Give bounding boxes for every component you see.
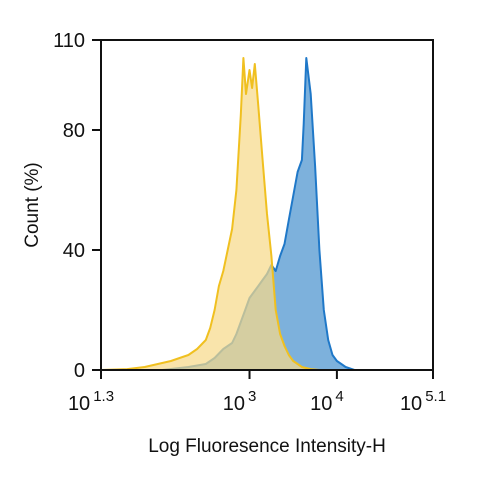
y-tick-label: 40 <box>63 240 85 262</box>
x-tick-label: 10 4 <box>310 388 344 415</box>
series-1-area <box>162 58 355 370</box>
series-0-line <box>100 57 320 371</box>
x-axis-ticks: 10 1.3 10 3 10 4 10 5.1 <box>68 370 446 415</box>
x-axis-title: Log Fluoresence Intensity-H <box>148 436 386 457</box>
series-0-area <box>101 58 320 370</box>
y-axis-title: Count (%) <box>22 162 43 248</box>
y-tick-label: 80 <box>63 120 85 142</box>
y-tick-label: 110 <box>53 30 85 52</box>
y-axis-ticks: 0 40 80 110 <box>53 30 101 382</box>
x-tick-label: 10 1.3 <box>68 388 114 415</box>
x-tick-label: 10 5.1 <box>400 388 446 415</box>
y-tick-label: 0 <box>74 360 85 382</box>
x-tick-label: 10 3 <box>223 388 257 415</box>
series-layer <box>100 57 355 371</box>
plot-frame <box>100 39 434 371</box>
